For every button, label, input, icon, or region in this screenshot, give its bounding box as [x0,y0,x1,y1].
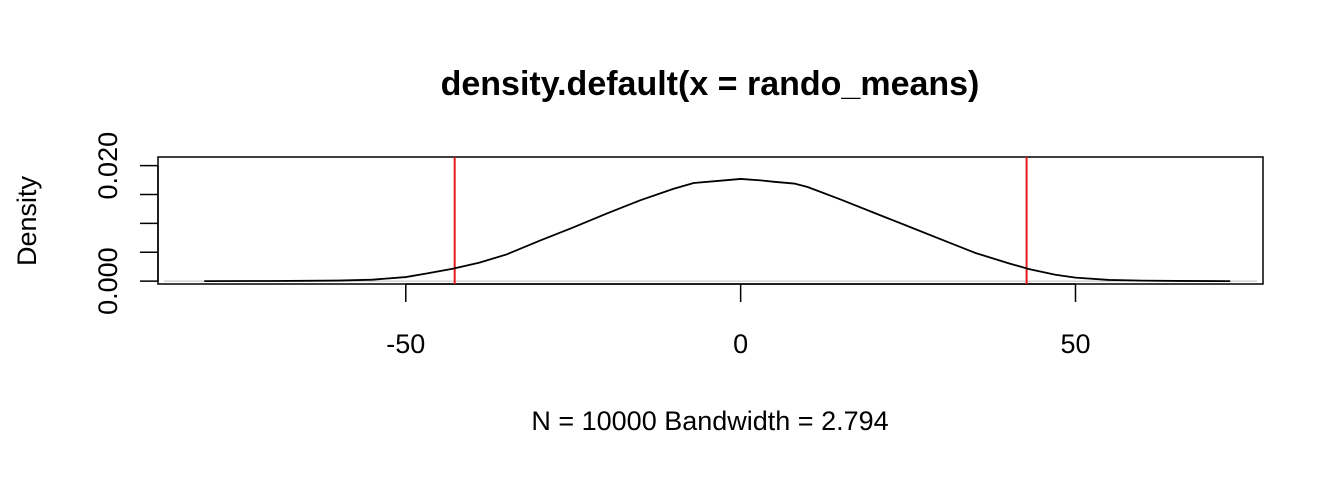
plot-frame [157,156,1264,285]
x-tick-label: 50 [1060,329,1090,359]
x-axis: -50 0 50 [386,283,1091,359]
series-layer [203,178,1231,283]
y-tick-label: 0.020 [93,132,123,200]
chart-title: density.default(x = rando_means) [441,65,980,103]
x-axis-label: N = 10000 Bandwidth = 2.794 [531,406,888,436]
x-tick-label: -50 [386,329,425,359]
y-tick-label: 0.000 [93,247,123,315]
reference-lines [164,157,1257,284]
y-axis-label: Density [12,175,42,266]
x-tick-label: 0 [733,329,748,359]
y-axis: 0.000 0.020 [93,132,159,315]
density-curve [203,178,1231,283]
